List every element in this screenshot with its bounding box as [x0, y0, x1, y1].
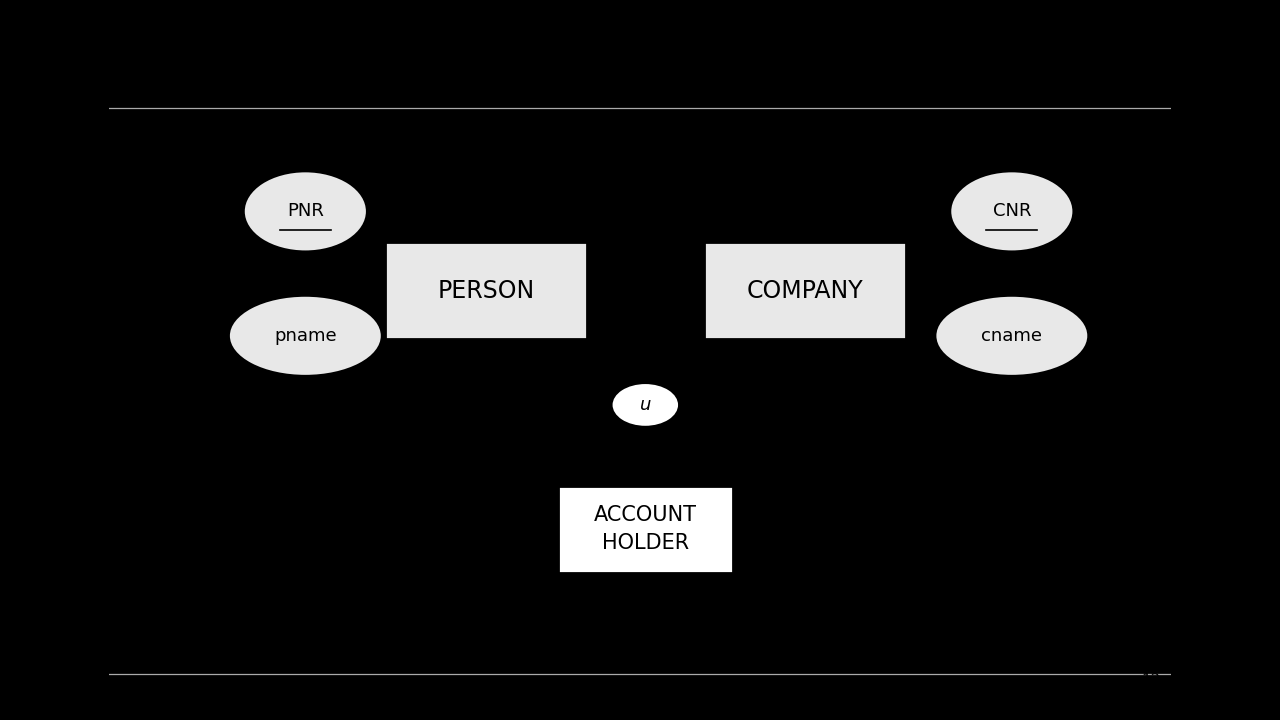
FancyBboxPatch shape	[704, 243, 906, 339]
Text: PERSON: PERSON	[438, 279, 535, 303]
Ellipse shape	[229, 296, 381, 376]
Ellipse shape	[243, 171, 367, 251]
Text: pname: pname	[274, 327, 337, 345]
Ellipse shape	[936, 296, 1088, 376]
FancyBboxPatch shape	[558, 486, 733, 572]
Text: cname: cname	[982, 327, 1042, 345]
Circle shape	[612, 383, 680, 427]
Ellipse shape	[950, 171, 1074, 251]
Text: u: u	[640, 396, 652, 414]
Text: 12: 12	[1142, 673, 1161, 688]
Text: ACCOUNT
HOLDER: ACCOUNT HOLDER	[594, 505, 696, 554]
Text: PNR: PNR	[287, 202, 324, 220]
Text: The Enhanced Entity-Relationship (EER) model: The Enhanced Entity-Relationship (EER) m…	[187, 53, 1093, 91]
FancyBboxPatch shape	[385, 243, 586, 339]
Text: CNR: CNR	[992, 202, 1032, 220]
Text: COMPANY: COMPANY	[746, 279, 863, 303]
